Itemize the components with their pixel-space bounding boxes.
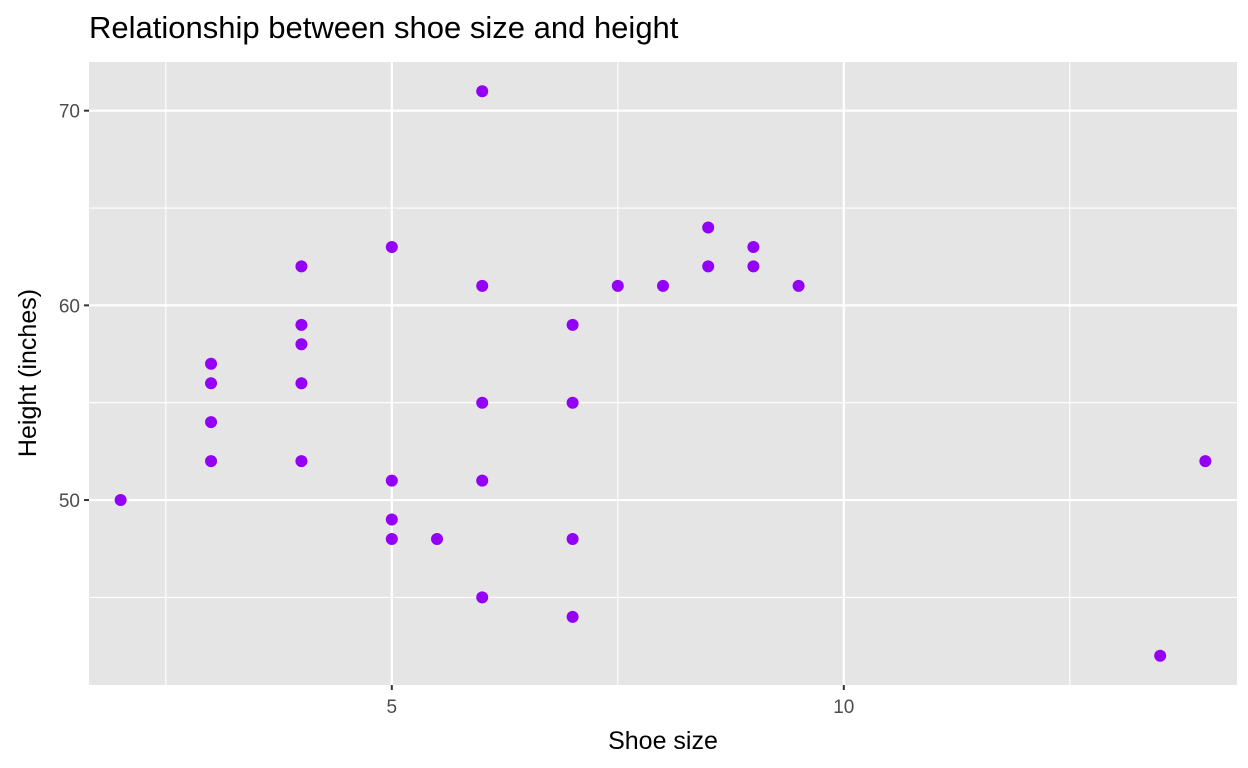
data-point-0 — [114, 494, 127, 507]
major-gridlines — [89, 62, 1237, 685]
data-point-10 — [385, 240, 398, 253]
data-point-16 — [476, 279, 489, 292]
data-point-28 — [747, 240, 760, 253]
plot-panel — [89, 62, 1237, 685]
minor-gridlines — [89, 62, 1237, 685]
data-point-18 — [476, 474, 489, 487]
x-tick-label: 5 — [387, 697, 398, 718]
data-point-13 — [385, 532, 398, 545]
data-point-24 — [611, 279, 624, 292]
y-axis-title: Height (inches) — [14, 289, 42, 457]
data-point-1 — [205, 357, 218, 370]
data-point-32 — [1199, 455, 1212, 468]
data-point-12 — [385, 513, 398, 526]
y-axis: 50 60 70 — [59, 102, 89, 512]
data-point-7 — [295, 338, 308, 351]
data-point-19 — [476, 591, 489, 604]
data-point-6 — [295, 318, 308, 331]
data-point-21 — [566, 396, 579, 409]
data-point-20 — [566, 318, 579, 331]
data-point-11 — [385, 474, 398, 487]
data-point-27 — [702, 260, 715, 273]
x-axis: 5 10 — [387, 685, 854, 718]
x-tick-label: 10 — [833, 697, 854, 718]
data-point-30 — [792, 279, 805, 292]
data-point-26 — [702, 221, 715, 234]
data-point-2 — [205, 377, 218, 390]
data-point-15 — [476, 85, 489, 98]
y-tick-label: 60 — [59, 296, 80, 317]
data-point-22 — [566, 532, 579, 545]
y-tick-label: 50 — [59, 491, 80, 512]
data-points — [114, 85, 1212, 662]
x-axis-title: Shoe size — [608, 727, 718, 755]
data-point-14 — [431, 532, 444, 545]
data-point-5 — [295, 260, 308, 273]
data-point-9 — [295, 455, 308, 468]
data-point-3 — [205, 416, 218, 429]
data-point-17 — [476, 396, 489, 409]
data-point-29 — [747, 260, 760, 273]
chart-title: Relationship between shoe size and heigh… — [89, 10, 679, 45]
y-tick-label: 70 — [59, 102, 80, 123]
data-point-25 — [657, 279, 669, 292]
data-point-8 — [295, 377, 308, 390]
data-point-31 — [1154, 649, 1167, 662]
data-point-23 — [566, 610, 579, 623]
data-point-4 — [205, 455, 218, 468]
